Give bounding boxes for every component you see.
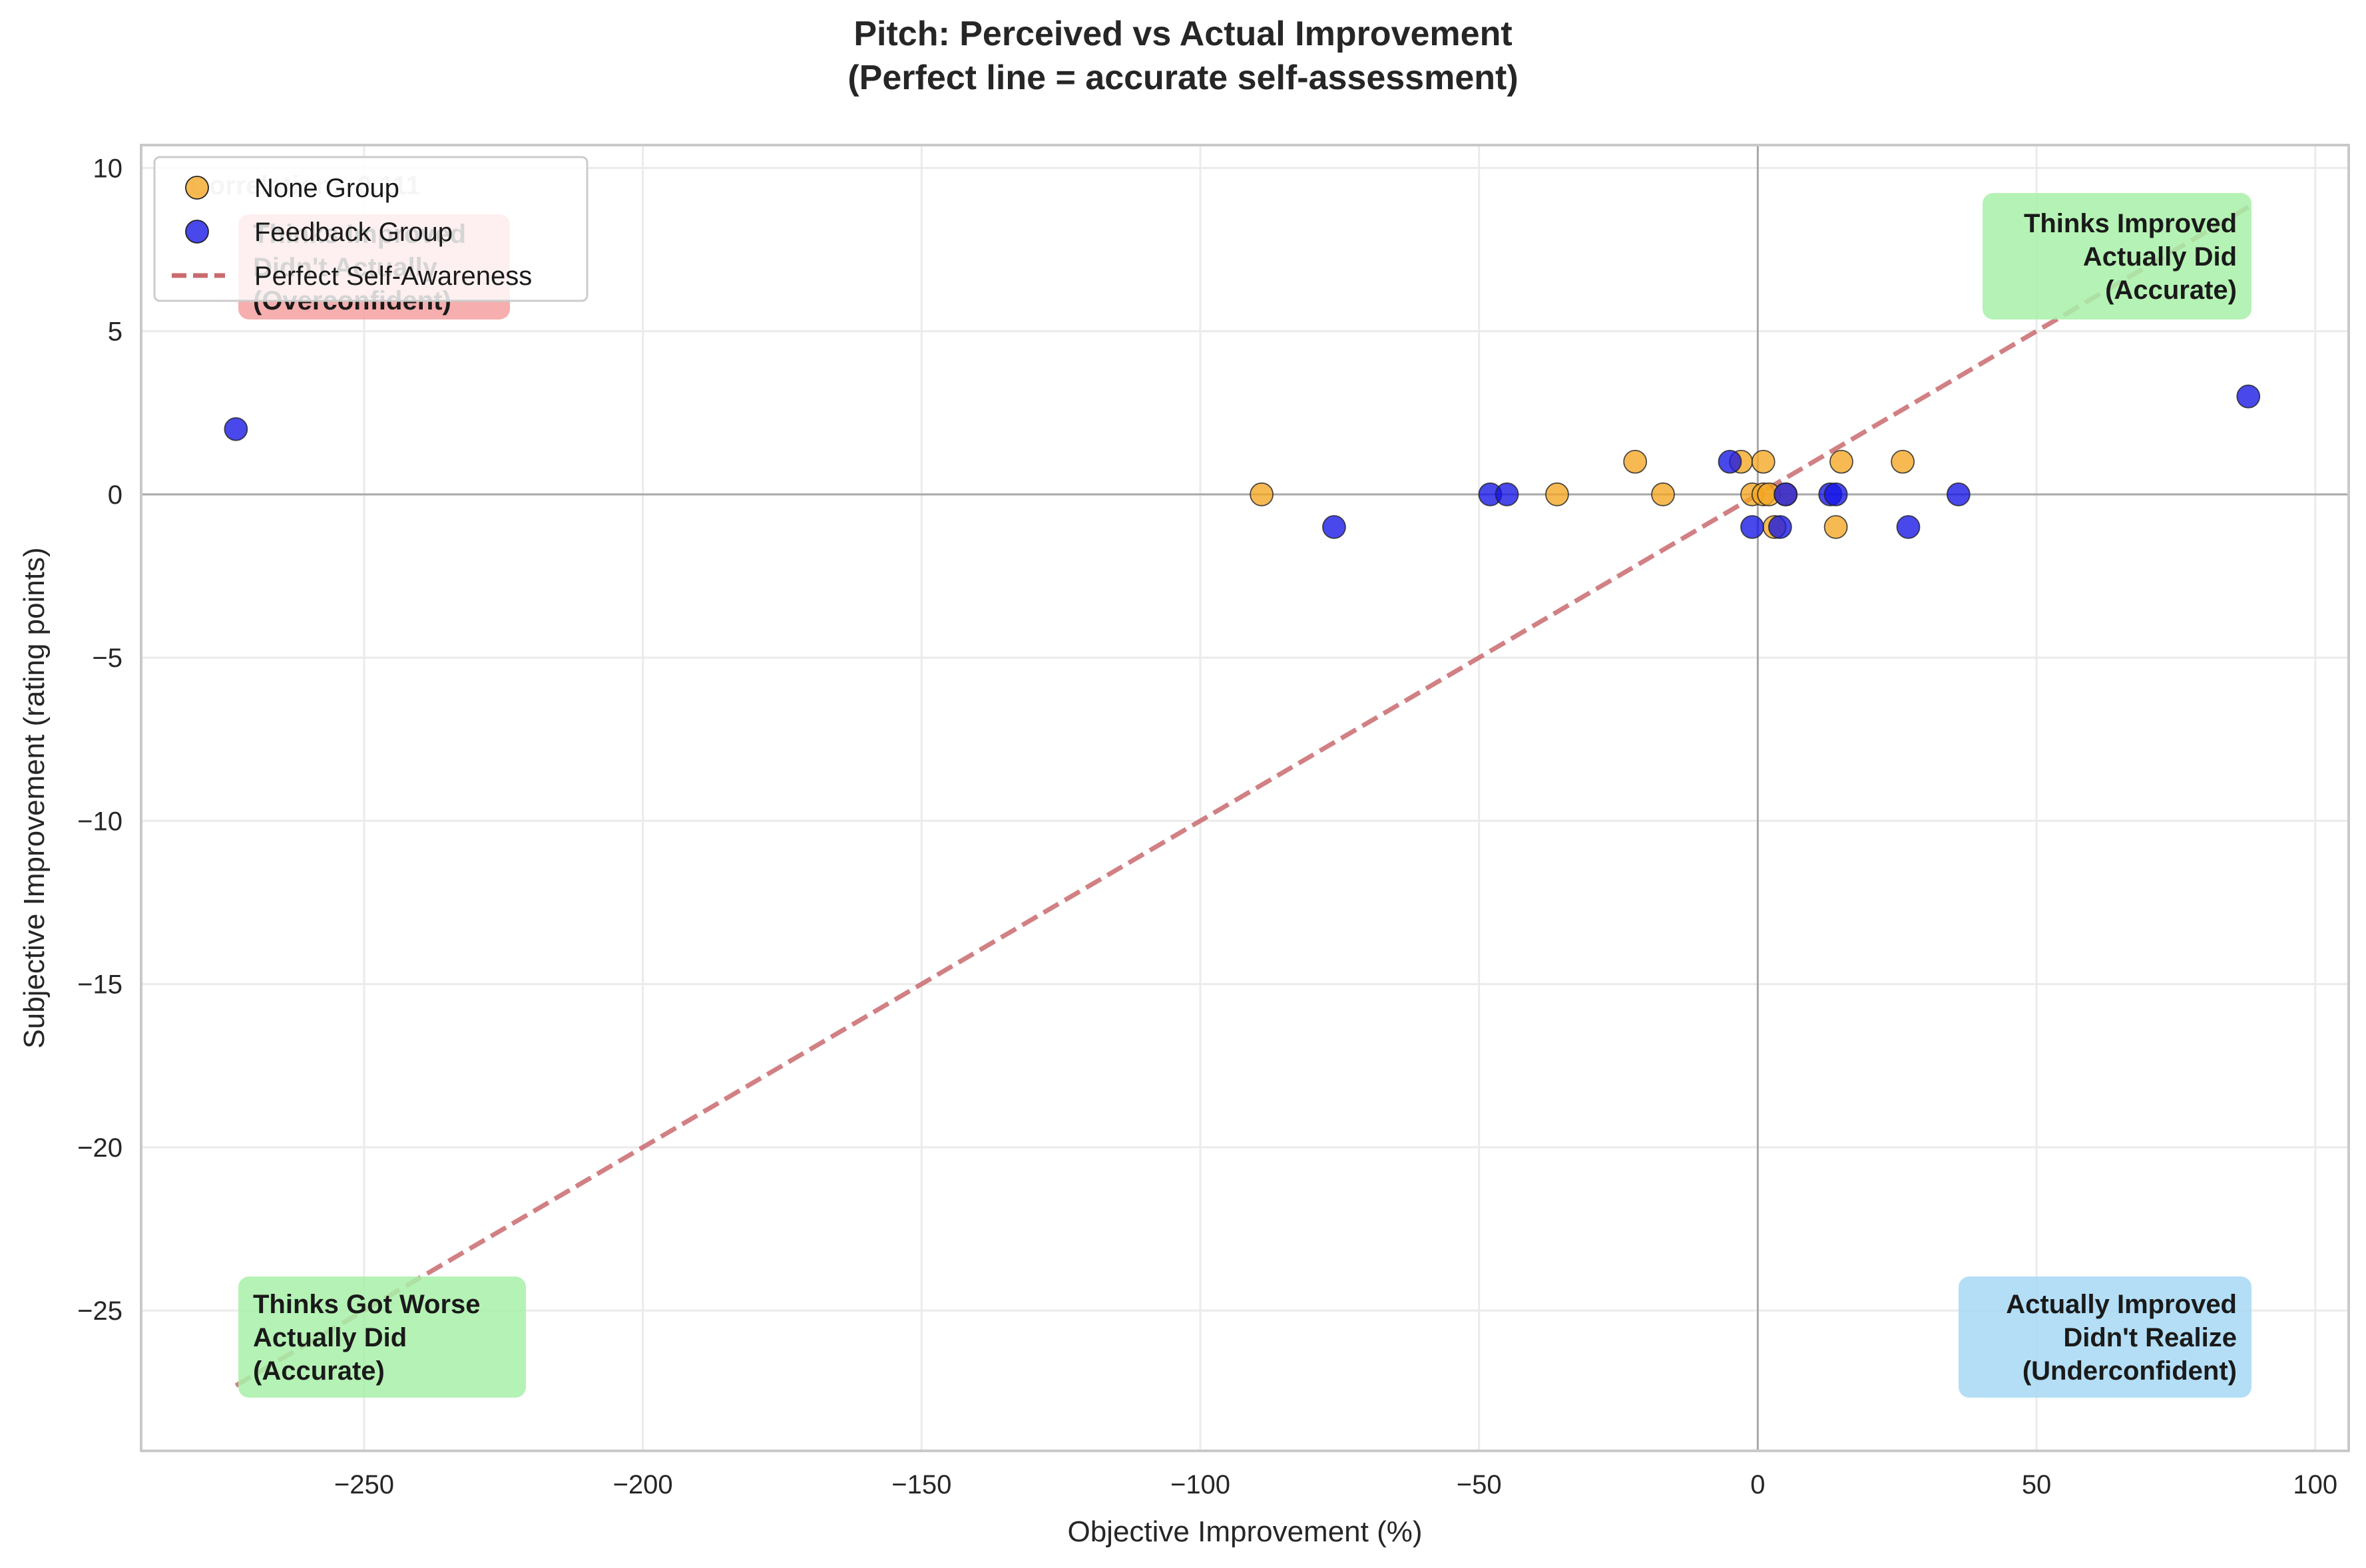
y-tick-label: −25 — [77, 1296, 122, 1326]
none-group-point — [1623, 449, 1648, 474]
feedback-group-point — [1740, 514, 1764, 539]
feedback-group-point — [1823, 482, 1848, 506]
top-right-annotation-line: Actually Did — [2083, 242, 2237, 272]
x-tick-label: −200 — [613, 1470, 673, 1499]
legend-entry-label: None Group — [254, 174, 399, 203]
feedback-group-point — [1768, 514, 1792, 539]
bottom-left-annotation-line: Actually Did — [253, 1323, 407, 1352]
none-group-point — [1823, 514, 1848, 539]
y-tick-label: −10 — [77, 807, 122, 836]
x-tick-label: −150 — [891, 1470, 951, 1499]
y-tick-label: 5 — [108, 317, 122, 347]
none-group-point — [1651, 482, 1675, 506]
bottom-right-annotation-line: (Underconfident) — [2022, 1356, 2237, 1386]
legend-box — [153, 156, 589, 302]
chart-title: Pitch: Perceived vs Actual Improvement — [853, 15, 1513, 53]
legend-entry-label: Perfect Self-Awareness — [254, 262, 532, 291]
feedback-group-point — [1946, 482, 1971, 506]
legend-feedback-group-marker — [185, 220, 209, 244]
feedback-group-point — [1718, 449, 1742, 474]
data-points — [224, 384, 2261, 539]
x-tick-label: 100 — [2293, 1470, 2337, 1499]
feedback-group-point — [1896, 514, 1921, 539]
x-axis-label: Objective Improvement (%) — [1067, 1515, 1422, 1548]
feedback-group-point — [224, 417, 248, 441]
y-tick-label: −5 — [92, 644, 122, 673]
feedback-group-point — [2236, 384, 2261, 409]
feedback-group-point — [1322, 514, 1346, 539]
y-tick-label: −15 — [77, 970, 122, 1000]
none-group-point — [1545, 482, 1569, 506]
x-tick-label: 0 — [1750, 1470, 1765, 1499]
plot-background — [141, 145, 2349, 1451]
y-axis-label: Subjective Improvement (rating points) — [18, 547, 51, 1048]
chart-title-block: Pitch: Perceived vs Actual Improvement (… — [0, 12, 2366, 100]
x-tick-label: −100 — [1170, 1470, 1230, 1499]
bottom-left-annotation-line: Thinks Got Worse — [253, 1290, 481, 1319]
y-tick-label: 0 — [108, 481, 122, 510]
bottom-left-annotation-line: (Accurate) — [253, 1356, 385, 1386]
top-right-annotation-line: (Accurate) — [2105, 276, 2237, 305]
chart-subtitle: (Perfect line = accurate self-assessment… — [847, 59, 1519, 97]
reference-line-layer — [234, 205, 2250, 1388]
none-group-point — [1891, 449, 1915, 474]
legend: None Group Feedback Group Perfect Self-Awa… — [153, 156, 589, 302]
none-group-point — [1829, 449, 1853, 474]
bottom-right-annotation-line: Didn't Realize — [2063, 1323, 2237, 1352]
y-tick-label: −20 — [77, 1133, 122, 1163]
legend-entry-label: Feedback Group — [254, 218, 453, 247]
plot-frame — [140, 144, 2350, 1452]
bottom-right-annotation-box — [1959, 1276, 2251, 1398]
top-right-annotation-box — [1983, 193, 2251, 319]
bottom-left-annotation-box — [238, 1276, 526, 1398]
y-tick-label: 10 — [93, 154, 123, 183]
top-right-annotation-line: Thinks Improved — [2024, 209, 2237, 238]
perfect-self-awareness-line — [234, 205, 2250, 1388]
grid-lines — [141, 145, 2349, 1451]
x-tick-label: −250 — [334, 1470, 394, 1499]
none-group-point — [1751, 449, 1775, 474]
bottom-right-annotation-line: Actually Improved — [2006, 1290, 2237, 1319]
feedback-group-point — [1774, 482, 1798, 506]
feedback-group-point — [1495, 482, 1519, 506]
x-tick-label: 50 — [2022, 1470, 2052, 1499]
axes: −250 −200 −150 −100 −50 0 50 1001050−5−10−15−20… — [77, 144, 2350, 1499]
none-group-point — [1250, 482, 1274, 506]
x-tick-label: −50 — [1457, 1470, 1502, 1499]
legend-none-group-marker — [185, 176, 209, 200]
